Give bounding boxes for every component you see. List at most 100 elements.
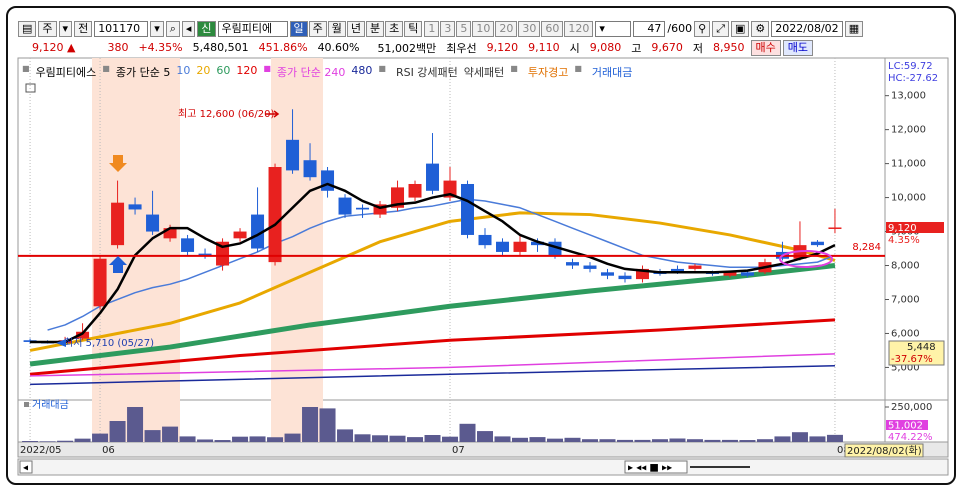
low-arrow xyxy=(56,339,66,347)
menu-icon[interactable]: ▤ xyxy=(18,20,37,37)
low: 8,950 xyxy=(713,41,745,54)
x-tick-label: 08 xyxy=(837,445,850,456)
count-input[interactable]: 47 xyxy=(633,20,666,37)
change: 380 xyxy=(107,41,129,54)
interval-button[interactable]: 분 xyxy=(366,20,385,37)
scroll-left-icon: ◂ xyxy=(23,463,28,474)
period-select[interactable]: 주 xyxy=(38,20,57,37)
legend-entry: 60 xyxy=(216,64,231,77)
legend: ■ 우림피티에스 ■ 종가 단순 5 10 20 60 120 ■ 종가 단순 240 480 ■ RS… xyxy=(22,64,632,80)
volume-bar xyxy=(407,437,424,442)
candle-body xyxy=(600,272,614,276)
dropdown[interactable]: ▾ xyxy=(595,20,632,37)
volume-bar xyxy=(214,440,231,442)
volume-tick-label: 250,000 xyxy=(891,402,932,413)
interval-button[interactable]: 틱 xyxy=(404,20,423,37)
legend-marker: ■ xyxy=(102,64,110,73)
dropdown[interactable]: ▾ xyxy=(150,20,164,37)
best-label: 최우선 xyxy=(446,41,477,55)
candle-body xyxy=(251,214,265,249)
amount: 51,002백만 xyxy=(377,41,437,55)
legend-indicator: 거래대금 xyxy=(591,66,633,79)
settings-icon[interactable]: ⚙ xyxy=(751,20,770,37)
interval-button[interactable]: 월 xyxy=(327,20,346,37)
volume-last-box xyxy=(886,420,928,430)
sell-signal xyxy=(109,155,127,172)
tool-icon[interactable]: ⤢ xyxy=(712,20,729,37)
volume-bar xyxy=(354,434,371,442)
volume-bar xyxy=(424,435,441,442)
y-tick-label: 11,000 xyxy=(891,159,926,170)
candle-body xyxy=(810,241,824,246)
name-input[interactable]: 우림피티에 xyxy=(217,20,288,37)
legend-entry: 480 xyxy=(351,64,373,77)
volume-last: 51,002 xyxy=(888,421,923,432)
candle-body xyxy=(268,167,282,263)
info-bar: 9,120 ▲ 380 +4.35% 5,480,501 451.86% 40.… xyxy=(28,39,813,56)
volume-bar xyxy=(319,408,336,442)
candle-body xyxy=(828,227,842,229)
legend-marker: ■ xyxy=(263,64,271,73)
tool-icon[interactable]: ⚲ xyxy=(694,20,711,37)
legend-stock: 우림피티에스 xyxy=(35,66,97,79)
candle-body xyxy=(635,268,649,280)
buy-button[interactable]: 매수 xyxy=(750,39,781,56)
highlight-ellipse xyxy=(779,250,833,268)
volume-bar xyxy=(756,439,773,442)
count-total: /600 xyxy=(667,22,693,35)
number-button[interactable]: 20 xyxy=(495,20,518,37)
y-tick-label: 12,000 xyxy=(891,125,926,136)
moving-average xyxy=(30,364,835,386)
prev-button[interactable]: 전 xyxy=(74,20,93,37)
number-button[interactable]: 30 xyxy=(518,20,541,37)
moving-average xyxy=(29,211,836,352)
volume-bar xyxy=(634,439,651,442)
y-tick-label: 5,000 xyxy=(891,362,920,373)
volume-bar xyxy=(389,435,406,442)
interval-button[interactable]: 년 xyxy=(346,20,366,37)
scroll-left[interactable] xyxy=(19,460,33,474)
volume-bar xyxy=(721,439,738,442)
save-icon[interactable]: ▣ xyxy=(731,20,750,37)
candle-body xyxy=(321,170,335,191)
volume-bar xyxy=(302,407,319,442)
candle-body xyxy=(111,202,125,246)
volume-bar xyxy=(337,429,354,442)
interval-button[interactable]: 초 xyxy=(385,20,404,37)
search-button[interactable]: ⌕ xyxy=(165,20,180,37)
number-button[interactable]: 1 xyxy=(424,20,440,37)
y-tick-label: 7,000 xyxy=(891,294,920,305)
dropdown[interactable]: ▾ xyxy=(58,20,73,37)
code-input[interactable]: 101170 xyxy=(94,20,149,37)
volume-bar xyxy=(791,432,808,442)
volume-bar xyxy=(529,437,546,442)
moving-average xyxy=(30,182,836,344)
calendar-icon[interactable]: ▦ xyxy=(844,20,864,37)
candle-body xyxy=(565,262,579,266)
y-tick-label: 13,000 xyxy=(891,91,926,102)
number-button[interactable]: 10 xyxy=(472,20,495,37)
volume-bar xyxy=(581,439,598,442)
candle-body xyxy=(233,231,247,239)
legend-indicator: 투자경고 xyxy=(527,66,569,79)
new-badge[interactable]: 신 xyxy=(197,20,216,37)
sound-button[interactable]: ◂ xyxy=(181,20,196,37)
volume-bar xyxy=(179,436,196,442)
legend-entry: 종가 단순 240 xyxy=(276,66,346,79)
number-button[interactable]: 60 xyxy=(541,20,564,37)
date-input[interactable]: 2022/08/02 xyxy=(771,20,843,37)
sell-button[interactable]: 매도 xyxy=(782,39,813,56)
last-price: 9,120 xyxy=(888,223,917,234)
number-button[interactable]: 120 xyxy=(564,20,594,37)
moving-average xyxy=(47,198,836,331)
number-button[interactable]: 3 xyxy=(440,20,456,37)
volume-bar xyxy=(494,436,511,442)
change-pct: +4.35% xyxy=(138,41,183,54)
high: 9,670 xyxy=(651,41,683,54)
candle-body xyxy=(303,160,317,178)
candle-body xyxy=(128,204,142,210)
interval-button[interactable]: 주 xyxy=(308,20,327,37)
candle-body xyxy=(181,238,195,252)
number-button[interactable]: 5 xyxy=(456,20,472,37)
interval-button[interactable]: 일 xyxy=(289,20,308,37)
